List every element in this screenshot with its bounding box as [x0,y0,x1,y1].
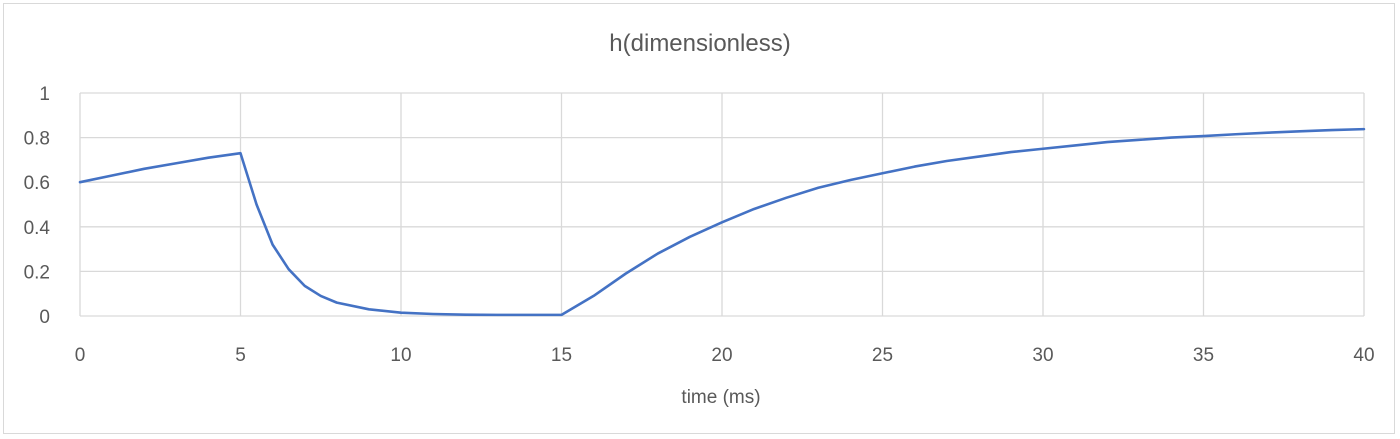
chart-area [3,3,1395,434]
y-tick-label: 0.4 [24,218,51,239]
x-tick-label: 20 [711,345,732,366]
y-tick-label: 0.8 [24,129,50,150]
y-tick-label: 1 [39,84,50,105]
y-tick-label: 0 [39,307,50,328]
y-axis-ticks: 0 0.2 0.4 0.6 0.8 1 [24,84,51,328]
y-tick-label: 0.6 [24,173,50,194]
gridlines [79,92,1365,317]
x-tick-label: 30 [1032,345,1053,366]
x-tick-label: 0 [75,345,86,366]
x-tick-label: 25 [872,345,893,366]
x-tick-label: 40 [1353,345,1374,366]
x-tick-label: 15 [551,345,572,366]
x-tick-label: 10 [390,345,411,366]
series-layer [78,127,1366,317]
x-tick-label: 35 [1193,345,1214,366]
x-axis-ticks: 0 5 10 15 20 25 30 35 40 [75,345,1375,366]
y-tick-label: 0.2 [24,262,50,283]
series-line-0 [78,127,1366,317]
chart-title: h(dimensionless) [609,30,790,57]
x-axis-label: time (ms) [681,387,760,408]
x-tick-label: 5 [235,345,246,366]
